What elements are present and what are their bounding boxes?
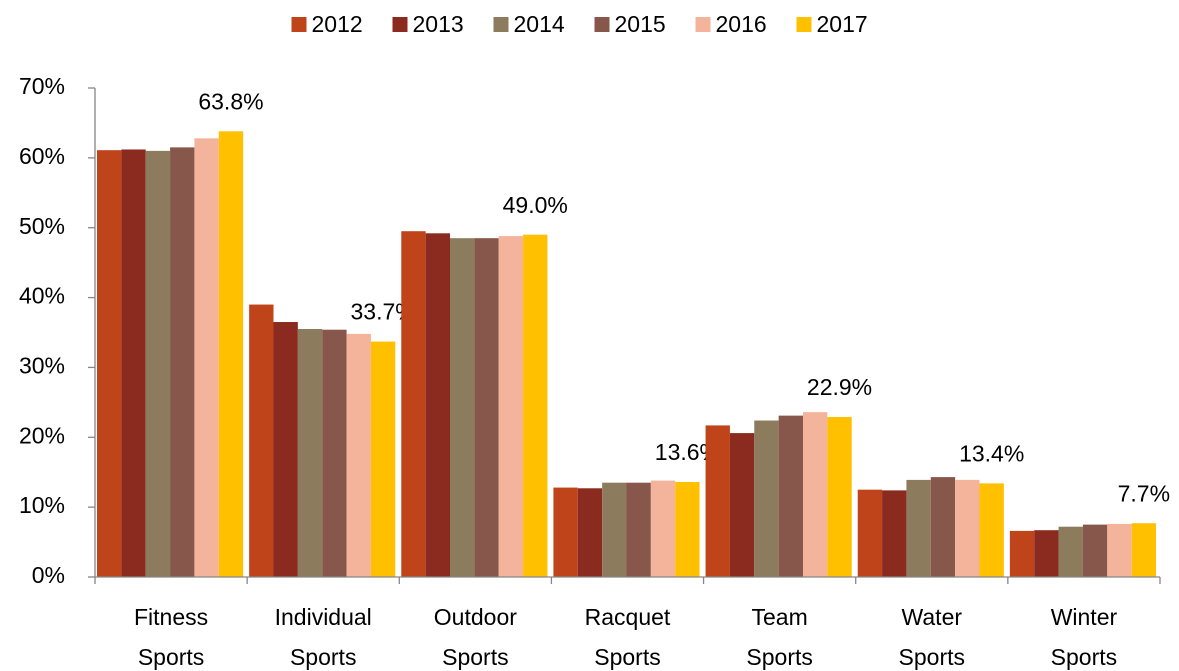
legend-swatch: [493, 17, 509, 32]
legend-swatch: [796, 17, 812, 32]
bar: [857, 489, 883, 577]
y-tick-label: 40%: [19, 283, 65, 309]
bar: [577, 488, 603, 577]
bar: [1034, 530, 1059, 577]
bar: [650, 480, 676, 577]
bar: [194, 138, 219, 577]
data-label: 13.4%: [959, 440, 1024, 466]
data-label: 7.7%: [1118, 480, 1170, 506]
bar: [979, 483, 1004, 577]
legend-swatch: [695, 17, 711, 32]
bar: [626, 482, 651, 577]
bar: [322, 329, 347, 577]
bar: [754, 420, 779, 577]
bar: [498, 236, 524, 577]
legend-label: 2012: [312, 11, 363, 37]
y-tick-label: 50%: [19, 213, 65, 239]
legend-label: 2015: [615, 11, 666, 37]
x-tick-label: Racquet Sports: [585, 604, 671, 670]
bar: [675, 481, 700, 577]
y-tick-label: 0%: [32, 562, 65, 588]
bar: [1131, 523, 1156, 577]
bar: [370, 341, 396, 577]
bar: [930, 477, 956, 577]
bar: [602, 482, 627, 577]
x-tick-label: Outdoor Sports: [434, 604, 517, 670]
bar: [346, 333, 371, 577]
bar: [906, 479, 931, 577]
y-tick-label: 60%: [19, 143, 65, 169]
x-tick-label: Individual Sports: [275, 604, 372, 670]
legend-label: 2014: [514, 11, 565, 37]
bar: [273, 322, 298, 577]
bar: [401, 231, 426, 577]
bar: [121, 149, 146, 577]
bar: [523, 234, 548, 577]
bar: [553, 487, 578, 577]
legend-label: 2017: [817, 11, 868, 37]
x-tick-label: Fitness Sports: [134, 604, 208, 670]
bar: [425, 233, 450, 577]
legend-swatch: [594, 17, 610, 32]
bar: [170, 147, 195, 577]
bar: [803, 412, 828, 577]
legend-label: 2016: [716, 11, 767, 37]
bar: [249, 304, 274, 577]
x-tick-label: Winter Sports: [1051, 604, 1118, 670]
y-tick-label: 30%: [19, 353, 65, 379]
bar: [827, 417, 852, 577]
bar: [297, 329, 323, 577]
data-label: 49.0%: [503, 192, 568, 218]
bar: [778, 415, 803, 577]
y-tick-label: 70%: [19, 73, 65, 99]
bar: [450, 238, 475, 577]
bar: [145, 150, 171, 577]
bar: [97, 150, 122, 577]
bar: [1107, 523, 1132, 577]
x-tick-label: Water Sports: [899, 604, 965, 670]
legend-swatch: [291, 17, 307, 32]
y-tick-label: 20%: [19, 422, 65, 448]
x-tick-label: Team Sports: [746, 604, 812, 670]
bar: [474, 238, 499, 577]
legend-swatch: [392, 17, 408, 32]
data-label: 22.9%: [807, 374, 872, 400]
bar: [218, 131, 244, 577]
bar: [705, 425, 730, 577]
bar: [729, 433, 755, 577]
bar: [882, 490, 907, 577]
bar: [1058, 526, 1083, 577]
bar: [1009, 530, 1035, 577]
bar: [1082, 524, 1108, 577]
data-label: 63.8%: [198, 88, 263, 114]
y-tick-label: 10%: [19, 492, 65, 518]
legend-label: 2013: [413, 11, 464, 37]
bar: [955, 479, 980, 577]
